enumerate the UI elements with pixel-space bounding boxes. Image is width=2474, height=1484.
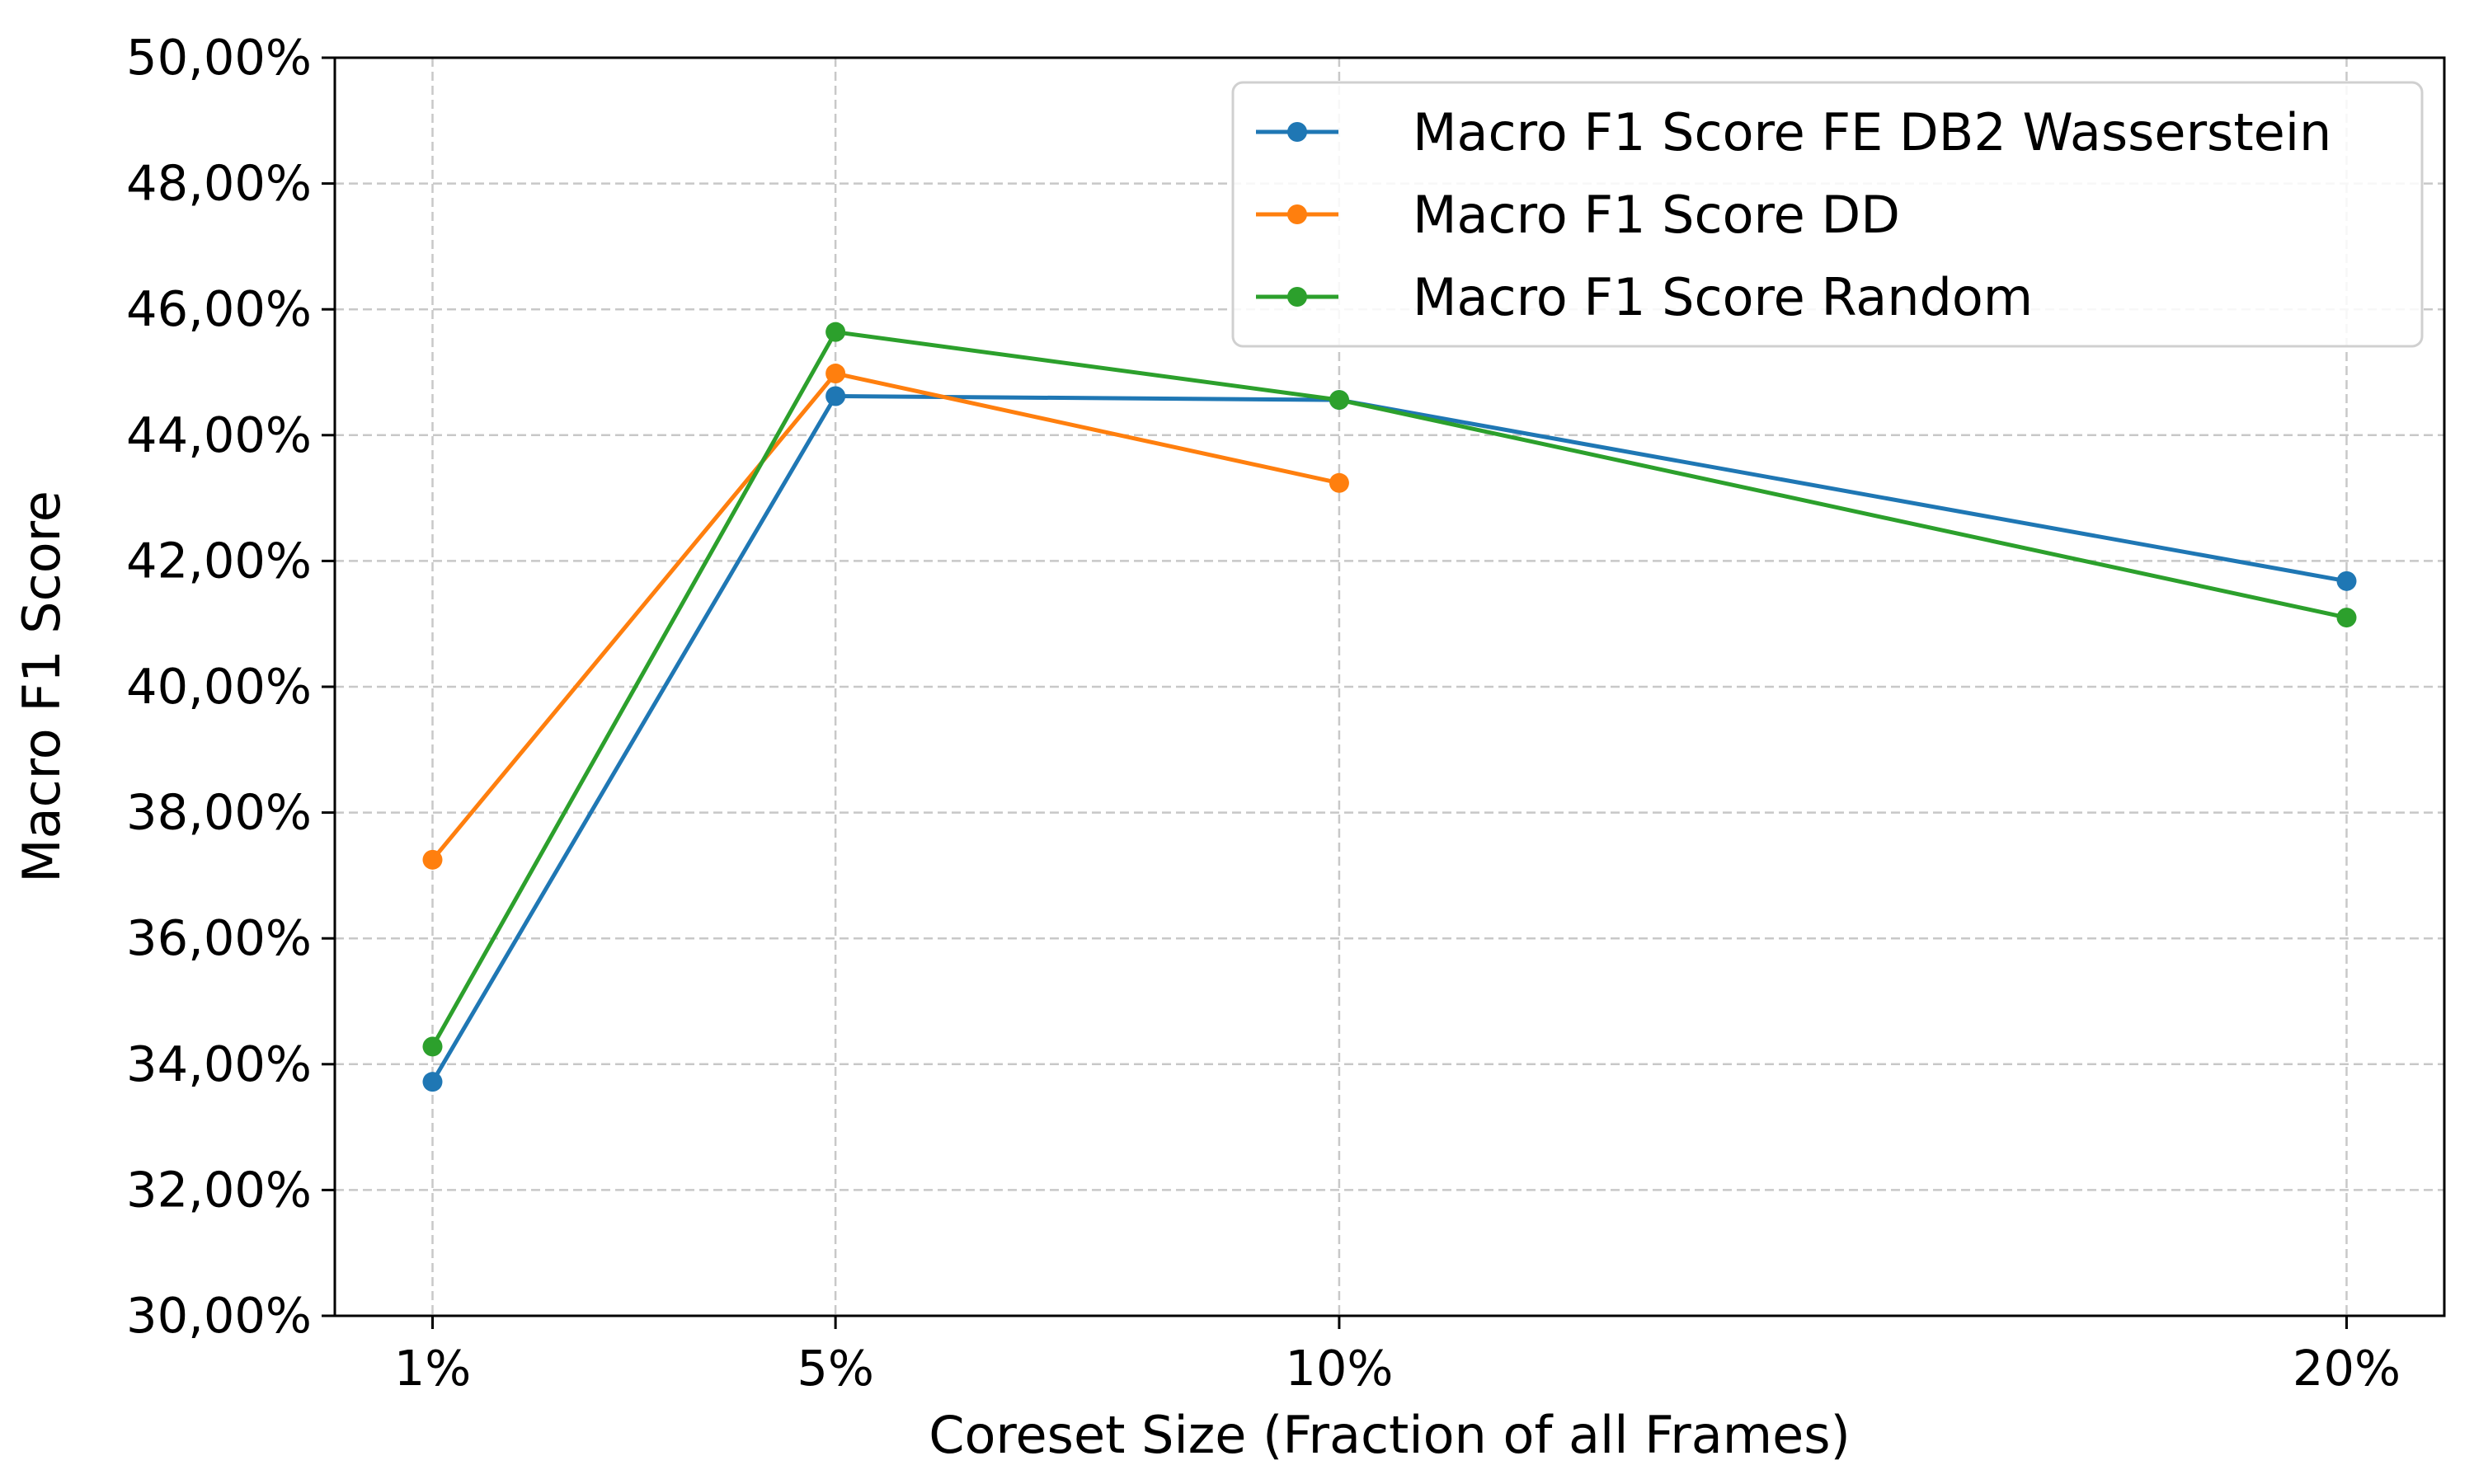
series-1	[422, 386, 2357, 1092]
series-3	[422, 322, 2357, 1057]
legend-label: Macro F1 Score Random	[1413, 267, 2033, 327]
series-2	[422, 364, 1349, 870]
legend-item: Macro F1 Score Random	[1256, 267, 2033, 327]
legend-label: Macro F1 Score DD	[1413, 185, 1900, 245]
y-tick-label: 40,00%	[126, 658, 312, 715]
legend-swatch-marker	[1287, 204, 1307, 224]
data-point	[825, 322, 846, 342]
x-tick-label: 20%	[2293, 1340, 2401, 1397]
legend-swatch-marker	[1287, 287, 1307, 307]
legend-swatch-marker	[1287, 122, 1307, 142]
y-tick-label: 34,00%	[126, 1036, 312, 1092]
data-point	[422, 1072, 443, 1092]
legend-item: Macro F1 Score DD	[1256, 185, 1900, 245]
y-axis-label: Macro F1 Score	[12, 491, 72, 883]
axis-ticks: 1% 5% 10% 20% 30,00% 32,00% 34,00% 36,00% 38,00%…	[126, 29, 2401, 1397]
y-tick-label: 36,00%	[126, 909, 312, 966]
series-line	[430, 394, 2349, 1084]
data-point	[825, 386, 846, 406]
y-tick-label: 38,00%	[126, 784, 312, 841]
data-point	[2336, 571, 2357, 591]
data-point	[1329, 390, 1349, 411]
x-axis-label: Coreset Size (Fraction of all Frames)	[929, 1405, 1851, 1465]
series-line	[430, 330, 2349, 1049]
legend-label: Macro F1 Score FE DB2 Wasserstein	[1413, 102, 2331, 162]
legend: Macro F1 Score FE DB2 Wasserstein Macro F…	[1231, 81, 2424, 348]
data-point	[1329, 472, 1349, 493]
y-tick-label: 32,00%	[126, 1161, 312, 1218]
y-tick-label: 48,00%	[126, 155, 312, 212]
legend-item: Macro F1 Score FE DB2 Wasserstein	[1256, 102, 2331, 162]
data-point	[422, 1036, 443, 1057]
x-tick-label: 1%	[394, 1340, 472, 1397]
data-point	[825, 364, 846, 384]
y-tick-label: 44,00%	[126, 406, 312, 463]
y-tick-label: 42,00%	[126, 532, 312, 589]
x-tick-label: 5%	[797, 1340, 874, 1397]
y-tick-label: 50,00%	[126, 29, 312, 86]
legend-box	[1231, 81, 2424, 348]
x-tick-label: 10%	[1285, 1340, 1393, 1397]
data-point	[2336, 608, 2357, 628]
y-tick-label: 46,00%	[126, 280, 312, 337]
y-tick-label: 30,00%	[126, 1287, 312, 1344]
series-layer	[422, 322, 2357, 1092]
data-point	[422, 849, 443, 870]
